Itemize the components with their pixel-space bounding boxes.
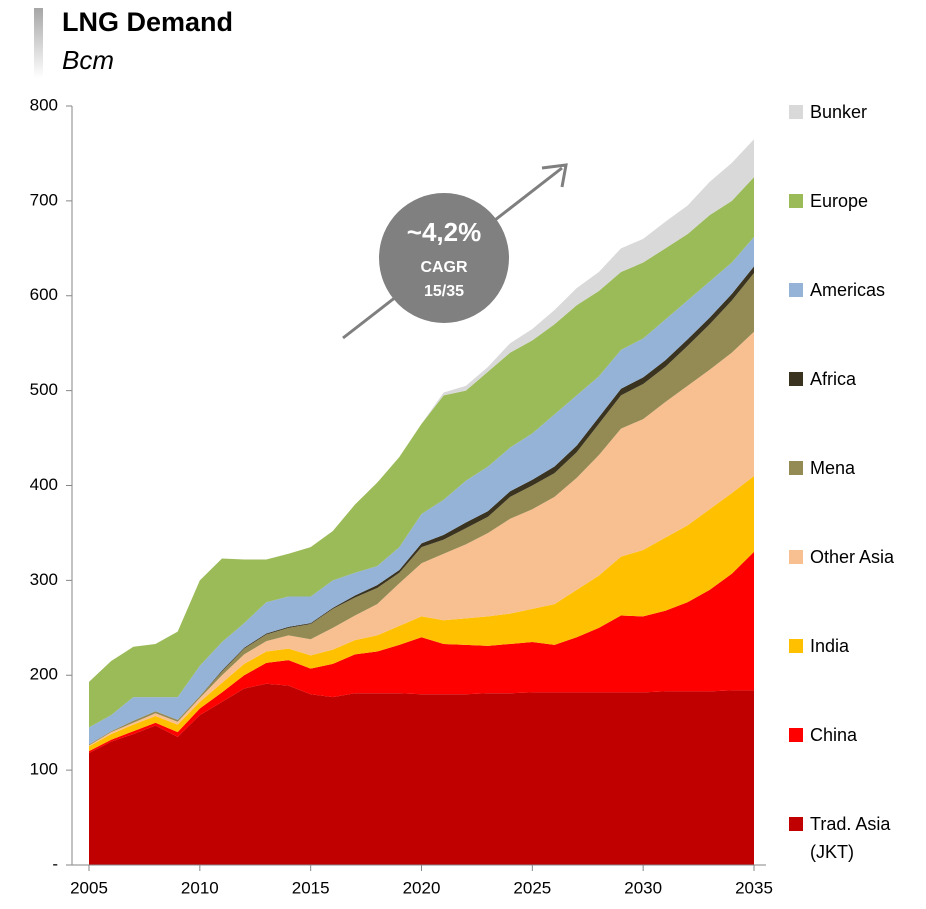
x-tick-label: 2010	[181, 878, 219, 897]
y-tick-label: 600	[30, 285, 58, 304]
x-tick-label: 2030	[624, 878, 662, 897]
cagr-label: CAGR	[420, 259, 468, 276]
cagr-value: ~4,2%	[407, 217, 481, 247]
chart-title: LNG Demand	[62, 7, 233, 37]
legend-swatch	[789, 283, 803, 297]
legend-swatch	[789, 817, 803, 831]
x-tick-label: 2015	[292, 878, 330, 897]
legend-swatch	[789, 728, 803, 742]
chart-subtitle: Bcm	[62, 45, 114, 75]
area	[89, 331, 754, 747]
area	[89, 683, 754, 865]
legend-label: India	[810, 636, 850, 656]
legend-label: Americas	[810, 280, 886, 300]
title-bar	[34, 8, 43, 78]
legend-label: Africa	[810, 369, 857, 389]
x-tick-label: 2035	[735, 878, 773, 897]
y-tick-label: 700	[30, 190, 58, 209]
legend-swatch	[789, 550, 803, 564]
x-tick-label: 2005	[70, 878, 108, 897]
legend-swatch	[789, 639, 803, 653]
y-tick-label: -	[52, 854, 58, 873]
legend-swatch	[789, 194, 803, 208]
legend-label: Bunker	[810, 102, 868, 122]
y-tick-label: 400	[30, 475, 58, 494]
y-tick-label: 200	[30, 665, 58, 684]
area	[89, 236, 754, 745]
y-tick-label: 800	[30, 95, 58, 114]
cagr-period: 15/35	[424, 283, 464, 300]
legend-label: Trad. Asia (JKT)	[810, 814, 891, 862]
legend-swatch	[789, 105, 803, 119]
x-tick-label: 2020	[403, 878, 441, 897]
area	[89, 177, 754, 728]
legend-label: Other Asia	[810, 547, 895, 567]
legend-label: Mena	[810, 458, 856, 478]
area	[89, 551, 754, 754]
arrow-head	[541, 163, 568, 188]
y-tick-label: 500	[30, 380, 58, 399]
area	[89, 476, 754, 752]
legend-swatch	[789, 372, 803, 386]
legend-swatch	[789, 461, 803, 475]
cagr-badge	[379, 193, 509, 323]
legend-label: Europe	[810, 191, 869, 211]
legend-label: China	[810, 725, 858, 745]
x-tick-label: 2025	[513, 878, 551, 897]
y-tick-label: 100	[30, 760, 58, 779]
y-tick-label: 300	[30, 570, 58, 589]
